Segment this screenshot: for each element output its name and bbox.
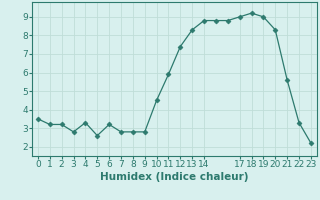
X-axis label: Humidex (Indice chaleur): Humidex (Indice chaleur) bbox=[100, 172, 249, 182]
